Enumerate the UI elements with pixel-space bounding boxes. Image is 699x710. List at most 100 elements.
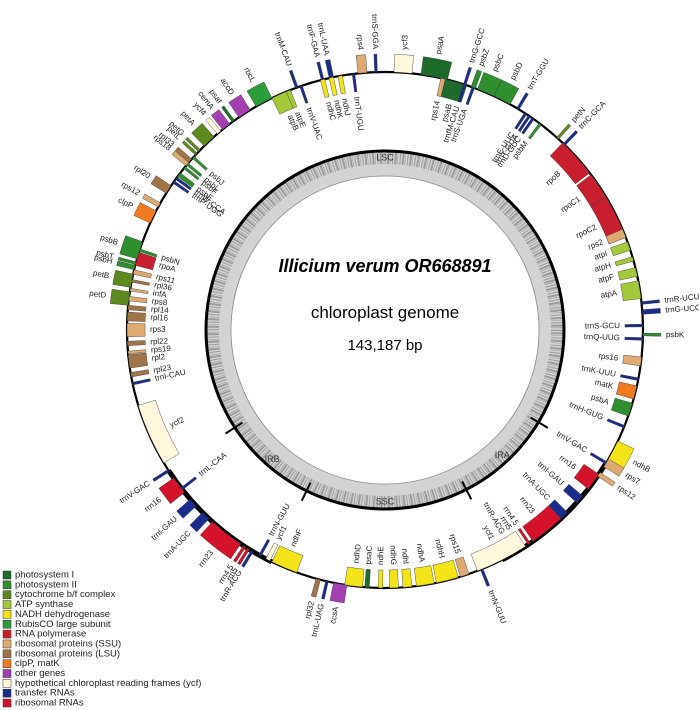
- gene-block: [211, 109, 231, 130]
- gene-block: [177, 172, 195, 188]
- gene-label: trnQ-UUG: [584, 332, 620, 342]
- gene-block: [624, 336, 644, 341]
- gene-block: [316, 61, 325, 81]
- gene-block: [175, 176, 192, 191]
- gene-label: ndhK: [332, 99, 345, 120]
- gene-label: rps12: [616, 483, 638, 502]
- gene-label: psbA: [590, 392, 611, 406]
- legend-swatch: [2, 688, 12, 698]
- gene-label: infA: [152, 288, 168, 299]
- gene-block: [132, 378, 151, 386]
- gene-label: psbH: [93, 253, 114, 266]
- gene-block: [516, 92, 529, 110]
- gene-label: rrn16: [558, 453, 579, 472]
- gene-label: psbT: [95, 248, 115, 261]
- legend-swatch: [2, 620, 12, 629]
- gene-label: rps14: [429, 99, 442, 121]
- legend-swatch: [2, 649, 12, 659]
- gene-block: [183, 166, 200, 181]
- region-boundary: [225, 421, 243, 435]
- gene-block: [620, 374, 639, 381]
- gene-block: [528, 122, 542, 140]
- legend-swatch: [2, 629, 12, 639]
- gene-block: [364, 569, 371, 588]
- gene-block: [432, 559, 459, 584]
- region-label: LSC: [376, 152, 394, 162]
- gene-block: [616, 381, 638, 400]
- gene-label: rpl14: [151, 305, 170, 316]
- gene-label: rps7: [624, 471, 642, 487]
- gene-block: [344, 566, 365, 588]
- gene-label: petB: [92, 268, 110, 280]
- gene-block: [393, 53, 415, 74]
- legend-swatch: [2, 639, 12, 649]
- gene-label: trnG-UCC: [665, 303, 699, 314]
- gene-block: [521, 117, 535, 135]
- gene-block: [134, 252, 157, 271]
- gene-label: ndhG: [388, 545, 398, 565]
- gene-label: ndhE: [376, 546, 385, 565]
- gene-label: trnR-UCU: [664, 292, 699, 305]
- gene-block: [233, 545, 246, 563]
- gene-block: [150, 175, 172, 194]
- gene-block: [470, 69, 482, 89]
- gene-label: ndhF: [289, 528, 304, 548]
- gene-block: [117, 256, 137, 265]
- gene-label: rps8: [151, 297, 168, 308]
- genome-subtitle: chloroplast genome: [311, 303, 459, 322]
- gene-label: rps4: [355, 34, 365, 51]
- gene-label: ndhJ: [340, 98, 352, 117]
- gene-block: [325, 59, 334, 79]
- gene-label: petD: [89, 289, 107, 300]
- gene-label: rpl2: [151, 352, 166, 363]
- legend-swatch: [2, 570, 12, 580]
- gene-block: [286, 89, 298, 109]
- gene-block: [414, 565, 435, 587]
- gene-block: [288, 69, 299, 89]
- gene-block: [132, 269, 152, 279]
- gene-label: rpl23: [153, 363, 173, 375]
- gene-block: [112, 270, 134, 288]
- gene-block: [620, 280, 642, 301]
- gene-block: [617, 267, 638, 281]
- gene-block: [563, 483, 583, 503]
- gene-label: rps15: [448, 533, 463, 555]
- gene-block: [127, 349, 147, 355]
- legend-swatch: [2, 600, 12, 609]
- legend-label: photosystem II: [15, 579, 77, 590]
- gene-block: [610, 397, 633, 417]
- gene-block: [351, 73, 358, 93]
- legend-label: ATP synthase: [15, 599, 73, 610]
- gene-block: [131, 279, 150, 286]
- gene-label: rps12: [120, 180, 142, 198]
- gene-block: [624, 323, 644, 328]
- gene-block: [258, 539, 271, 557]
- gene-block: [174, 146, 193, 163]
- gene-block: [127, 340, 146, 346]
- gene-block: [480, 568, 490, 587]
- gene-block: [181, 140, 198, 156]
- gene-label: trnT-UGU: [352, 96, 365, 131]
- gene-label: rpoC2: [574, 222, 598, 240]
- gene-label: atpH: [593, 260, 612, 273]
- gene-label: trnA-UGC: [162, 529, 193, 561]
- gene-label: accD: [219, 76, 237, 96]
- legend-label: ribosomal proteins (LSU): [15, 648, 120, 659]
- gene-label: trnK-UUU: [581, 363, 617, 378]
- gene-label: rpl36: [154, 280, 174, 292]
- gene-label: ycf3: [400, 34, 410, 50]
- gene-block: [200, 521, 242, 560]
- gene-label: ycf2: [168, 415, 186, 429]
- gene-block: [470, 531, 526, 572]
- gene-label: ndhA: [415, 543, 427, 564]
- gene-label: matK: [594, 378, 615, 391]
- gene-block: [597, 472, 616, 487]
- gene-block: [562, 130, 579, 146]
- gene-block: [605, 228, 627, 245]
- genome-title: Illicium verum OR668891: [278, 256, 491, 276]
- gene-block: [606, 418, 625, 429]
- gene-block: [329, 582, 348, 604]
- gc-content: [207, 152, 563, 508]
- legend-swatch: [2, 669, 12, 678]
